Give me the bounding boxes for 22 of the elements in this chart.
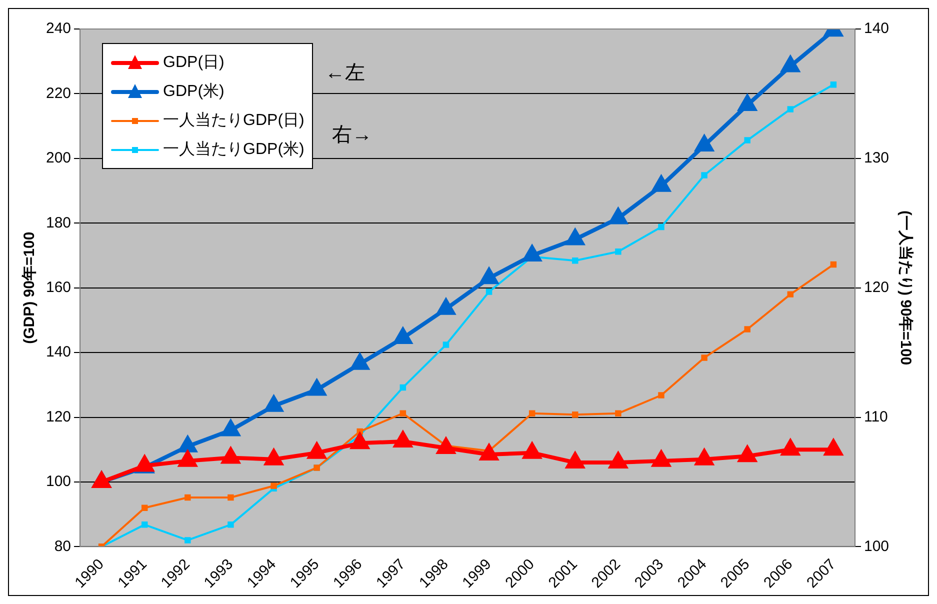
y-tick-label: 140 — [46, 344, 72, 361]
legend-label: 一人当たりGDP(米) — [163, 140, 304, 160]
y-tick-label: 180 — [46, 214, 72, 232]
y-tick-label: 80 — [54, 538, 72, 555]
legend-label: 一人当たりGDP(日) — [163, 111, 304, 131]
y2-tick-label: 100 — [864, 538, 890, 555]
y-tick-label: 240 — [46, 20, 72, 38]
y2-axis-title: (一人当たり) 90年=100 — [896, 210, 914, 366]
y-tick-label: 100 — [46, 473, 72, 490]
y-axis-title: (GDP) 90年=100 — [21, 232, 38, 344]
y2-tick-label: 130 — [864, 150, 890, 167]
y-tick-label: 160 — [46, 278, 72, 296]
annotation: ←左 — [325, 61, 366, 86]
legend-label: GDP(米) — [163, 82, 224, 102]
y-tick-label: 220 — [46, 84, 72, 102]
y2-tick-label: 110 — [864, 408, 888, 426]
annotation: 右→ — [332, 123, 372, 148]
y2-tick-label: 120 — [864, 278, 890, 296]
y-tick-label: 200 — [46, 150, 72, 167]
legend-label: GDP(日) — [163, 53, 224, 73]
y2-tick-label: 140 — [864, 20, 890, 38]
y-tick-label: 120 — [46, 408, 72, 426]
